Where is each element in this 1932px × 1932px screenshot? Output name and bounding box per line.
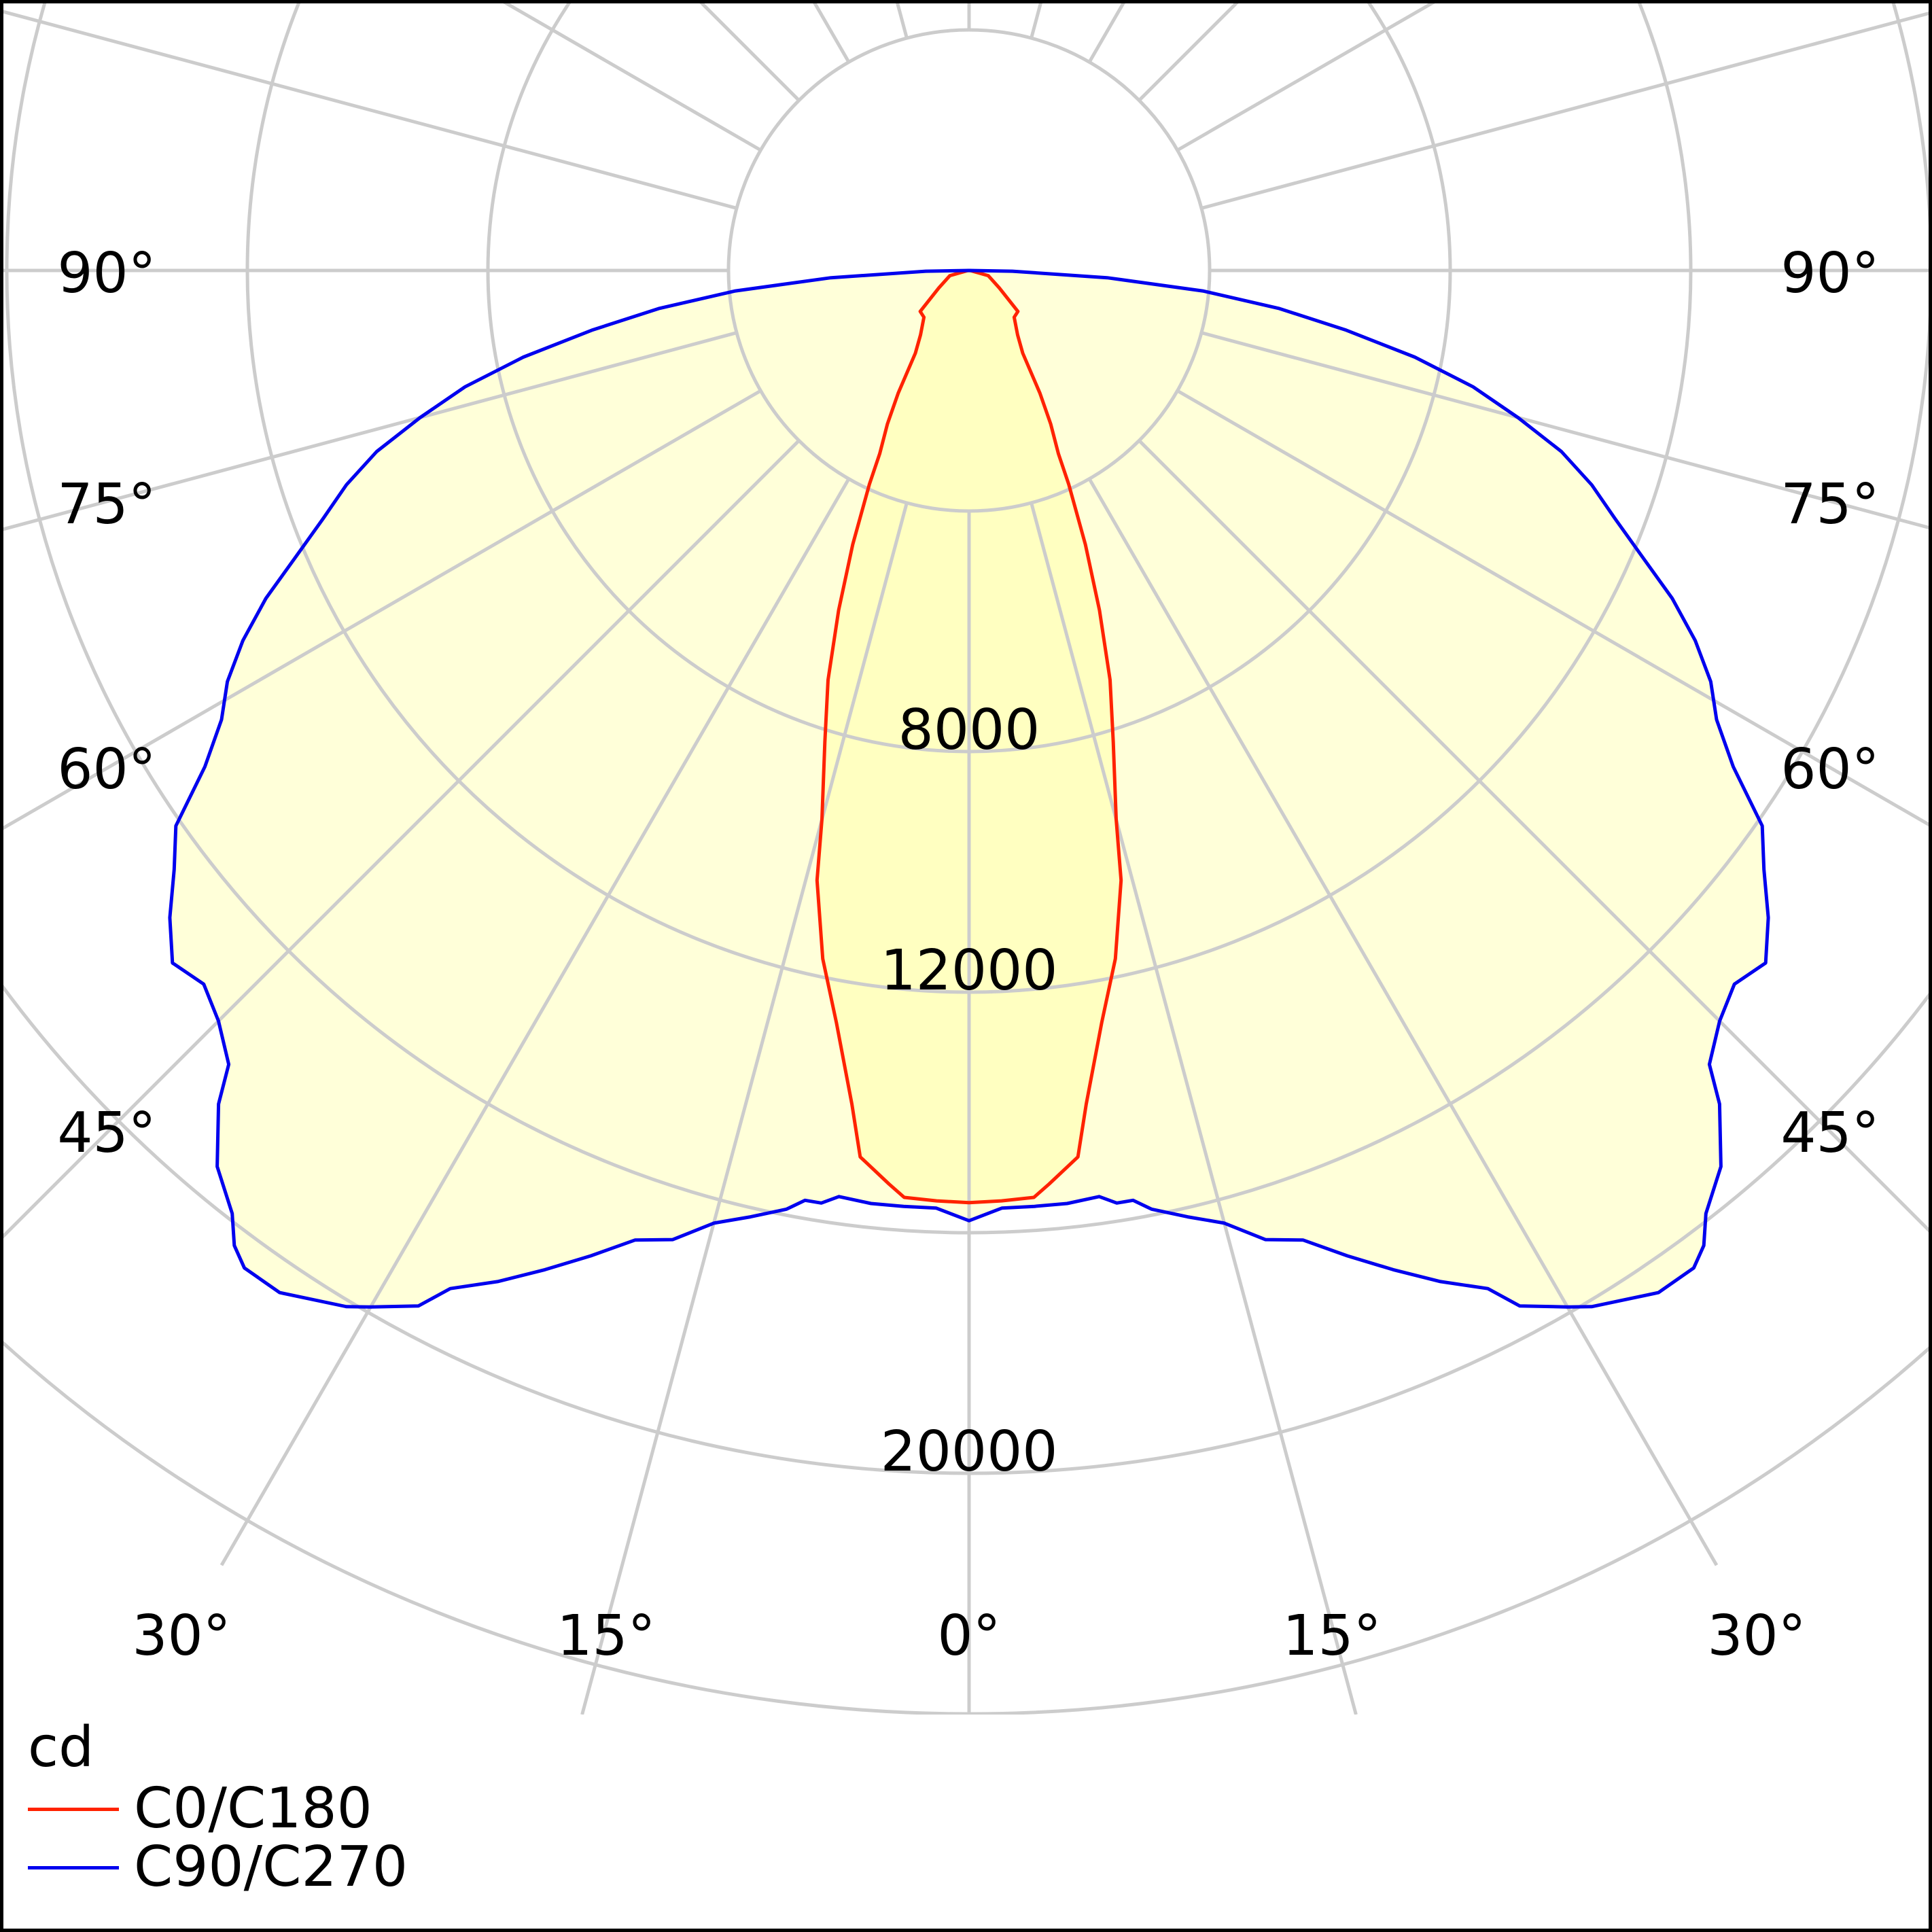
legend-unit: cd [28,1719,408,1777]
angle-label-right-1: 75° [1780,472,1879,537]
spoke--45 [3,439,801,1239]
legend-label-c90-c270: C90/C270 [134,1835,408,1899]
spoke-15 [1030,502,1358,1715]
angle-label-right-0: 90° [1780,241,1879,306]
angle-label-left-2: 60° [57,737,156,802]
spoke-165 [1030,3,1042,39]
spoke-105 [1201,12,1929,210]
spoke-30 [1087,478,1719,1566]
legend: cd C0/C180 C90/C270 [28,1719,408,1897]
polar-chart: 8000 12000 20000 30° 15° 0° 15° 30° 90° 75° 60° 45°… [3,3,1929,1929]
label-layer: 8000 12000 20000 30° 15° 0° 15° 30° 90° 75° 60° 45°… [57,241,1879,1668]
spoke--105 [3,10,737,210]
radial-label-20000: 20000 [881,1420,1058,1484]
curve-layer [168,268,1770,1309]
polar-grid [3,3,1929,1929]
angle-label-bottom-1: 15° [557,1604,655,1668]
curve-c90-c270 [168,268,1770,1309]
spoke--15 [580,502,909,1715]
spoke--150 [813,3,851,63]
spoke-45 [1138,439,1929,1233]
radial-label-12000: 12000 [881,938,1058,1003]
angle-label-left-3: 45° [57,1101,156,1165]
spoke--75 [3,331,737,531]
spoke--120 [503,3,762,152]
spoke-75 [1201,331,1929,529]
spoke-60 [1176,389,1929,827]
angle-label-bottom-3: 15° [1282,1604,1381,1668]
angle-label-right-2: 60° [1780,737,1879,802]
spoke-120 [1176,3,1435,152]
angle-label-bottom-2: 0° [937,1604,1000,1668]
spoke--135 [699,3,801,102]
angle-label-right-3: 45° [1780,1101,1879,1165]
spoke--165 [896,3,909,39]
legend-swatch-c90-c270 [28,1865,119,1869]
legend-unit-label: cd [28,1715,94,1780]
spoke-150 [1087,3,1125,63]
angle-label-left-0: 90° [57,241,156,306]
radial-label-8000: 8000 [898,698,1040,762]
curve-c0-c180 [815,268,1123,1205]
legend-item-c0-c180: C0/C180 [28,1780,408,1838]
spoke--60 [3,389,762,830]
angle-label-bottom-4: 30° [1707,1604,1806,1668]
angle-label-left-1: 75° [57,472,156,537]
legend-label-c0-c180: C0/C180 [134,1776,372,1841]
spoke-135 [1138,3,1239,102]
legend-band [3,1715,1929,1929]
legend-item-c90-c270: C90/C270 [28,1838,408,1897]
angle-label-bottom-0: 30° [132,1604,230,1668]
legend-swatch-c0-c180 [28,1807,119,1811]
spoke--30 [219,478,851,1566]
